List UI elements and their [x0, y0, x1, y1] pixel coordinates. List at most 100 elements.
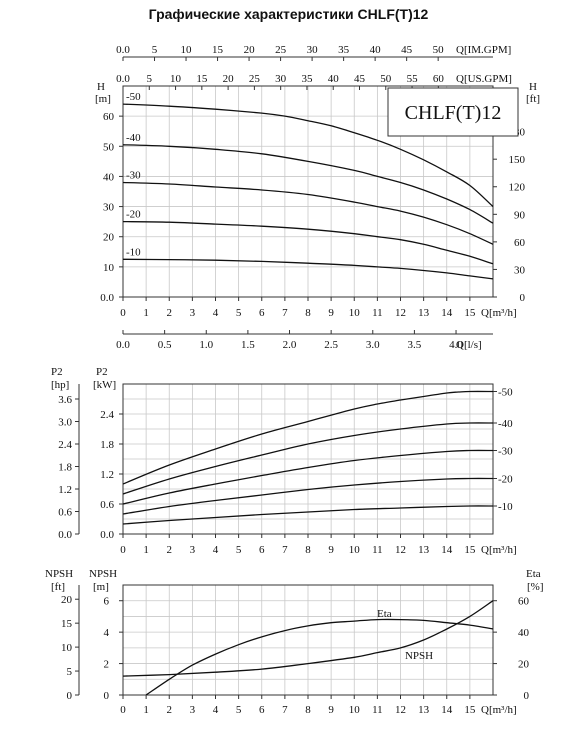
top-axis-usgpm-tick-label: 55	[407, 73, 419, 85]
hp-axis-title: P2	[51, 366, 63, 378]
ft-axis-tick-label: 0	[67, 690, 73, 702]
x-tick-label: 12	[395, 544, 406, 556]
x-tick-label: 13	[418, 704, 430, 716]
y-tick-label: 2	[104, 659, 110, 671]
bottom-axis-ls-tick-label: 0.5	[158, 339, 172, 351]
bottom-axis-ls-tick-label: 0.0	[116, 339, 130, 351]
bottom-axis-ls-tick-label: 3.5	[408, 339, 422, 351]
x-tick-label: 15	[464, 704, 476, 716]
ft-axis-title: NPSH	[45, 568, 73, 580]
y-tick-label: 6	[104, 596, 110, 608]
bottom-axis-ls-tick-label: 2.5	[324, 339, 338, 351]
top-axis-usgpm-tick-label: 60	[433, 73, 445, 85]
npsh-eta-chart: 05101520NPSH[ft]0246NPSH[m]0204060Eta[%]…	[45, 568, 544, 716]
x-tick-label: 7	[282, 544, 288, 556]
y-axis-title: P2	[96, 366, 108, 378]
power-curve	[122, 449, 494, 505]
top-axis-usgpm-tick-label: 5	[147, 73, 153, 85]
bottom-axis-ls-tick-label: 3.0	[366, 339, 380, 351]
y-tick-label: 4	[104, 627, 110, 639]
x-tick-label: 9	[328, 307, 334, 319]
top-axis-imgpm-tick-label: 20	[244, 44, 256, 56]
y-tick-label: 50	[103, 141, 115, 153]
x-tick-label: 0	[120, 544, 126, 556]
y-tick-label: 0.0	[100, 529, 114, 541]
y-axis-unit: [kW]	[93, 379, 116, 391]
y-tick-label: 0	[104, 690, 110, 702]
y2-tick-label: 60	[514, 237, 526, 249]
x-tick-label: 14	[441, 544, 453, 556]
eta-curve	[145, 618, 494, 696]
x-tick-label: 1	[143, 307, 149, 319]
top-axis-usgpm-tick-label: 25	[249, 73, 261, 85]
x-tick-label: 2	[167, 307, 173, 319]
head-curve	[122, 220, 494, 265]
curve-label: -40	[498, 418, 513, 430]
curve-label: -30	[126, 169, 141, 181]
x-tick-label: 8	[305, 307, 311, 319]
x-tick-label: 2	[167, 544, 173, 556]
curve-label: -20	[498, 474, 513, 486]
x-axis-label: Q[m³/h]	[481, 307, 517, 319]
power-curve	[122, 505, 494, 525]
x-tick-label: 4	[213, 307, 219, 319]
top-axis-imgpm-tick-label: 45	[401, 44, 413, 56]
hp-axis-unit: [hp]	[51, 379, 69, 391]
x-tick-label: 14	[441, 704, 453, 716]
curve-label: -30	[498, 446, 513, 458]
x-axis-label: Q[m³/h]	[481, 544, 517, 556]
top-axis-imgpm-tick-label: 50	[433, 44, 445, 56]
x-tick-label: 0	[120, 307, 126, 319]
x-tick-label: 6	[259, 544, 265, 556]
y-tick-label: 40	[103, 171, 115, 183]
bottom-axis-ls-tick-label: 1.5	[241, 339, 255, 351]
hp-axis-tick-label: 2.4	[58, 439, 72, 451]
model-name: CHLF(T)12	[405, 102, 502, 124]
x-tick-label: 15	[464, 307, 476, 319]
y-tick-label: 0.0	[100, 292, 114, 304]
ft-axis-tick-label: 20	[61, 594, 73, 606]
x-tick-label: 10	[349, 704, 361, 716]
y2-axis-unit: [ft]	[526, 93, 540, 105]
npsh-curve	[122, 600, 494, 677]
x-tick-label: 9	[328, 544, 334, 556]
top-axis-imgpm-tick-label: 40	[370, 44, 382, 56]
y2-tick-label: 120	[509, 182, 526, 194]
x-tick-label: 10	[349, 307, 361, 319]
curve-label: -20	[126, 209, 141, 221]
x-tick-label: 9	[328, 704, 334, 716]
curve-label: -50	[126, 91, 141, 103]
npsh-curve-label: NPSH	[405, 650, 433, 662]
top-axis-imgpm-tick-label: 10	[181, 44, 193, 56]
x-tick-label: 12	[395, 307, 406, 319]
top-axis-usgpm-tick-label: 15	[196, 73, 208, 85]
x-tick-label: 4	[213, 544, 219, 556]
top-axis-usgpm-tick-label: 10	[170, 73, 182, 85]
x-tick-label: 5	[236, 307, 242, 319]
curve-label: -40	[126, 132, 141, 144]
x-tick-label: 7	[282, 307, 288, 319]
y2-tick-label: 150	[509, 154, 526, 166]
top-axis-usgpm-tick-label: 30	[275, 73, 287, 85]
top-axis-imgpm-tick-label: 15	[212, 44, 224, 56]
x-tick-label: 11	[372, 307, 383, 319]
x-tick-label: 1	[143, 544, 149, 556]
x-tick-label: 1	[143, 704, 149, 716]
bottom-axis-ls-label: Q[l/s]	[456, 339, 482, 351]
y2-tick-label: 40	[518, 627, 530, 639]
x-tick-label: 5	[236, 704, 242, 716]
top-axis-imgpm-tick-label: 30	[307, 44, 319, 56]
x-axis-label: Q[m³/h]	[481, 704, 517, 716]
y-axis-unit: [m]	[95, 93, 111, 105]
x-tick-label: 8	[305, 544, 311, 556]
head-curve	[122, 258, 494, 280]
top-axis-imgpm-tick-label: 25	[275, 44, 287, 56]
x-tick-label: 8	[305, 704, 311, 716]
top-axis-usgpm-tick-label: 0.0	[116, 73, 130, 85]
x-tick-label: 6	[259, 307, 265, 319]
power-curve-chart: 0.00.61.21.82.43.03.6P2[hp]0.00.61.21.82…	[51, 366, 517, 556]
x-tick-label: 12	[395, 704, 406, 716]
power-curve	[122, 477, 494, 515]
page-title: Графические характеристики CHLF(T)12	[148, 6, 429, 22]
y2-tick-label: 0	[520, 292, 526, 304]
